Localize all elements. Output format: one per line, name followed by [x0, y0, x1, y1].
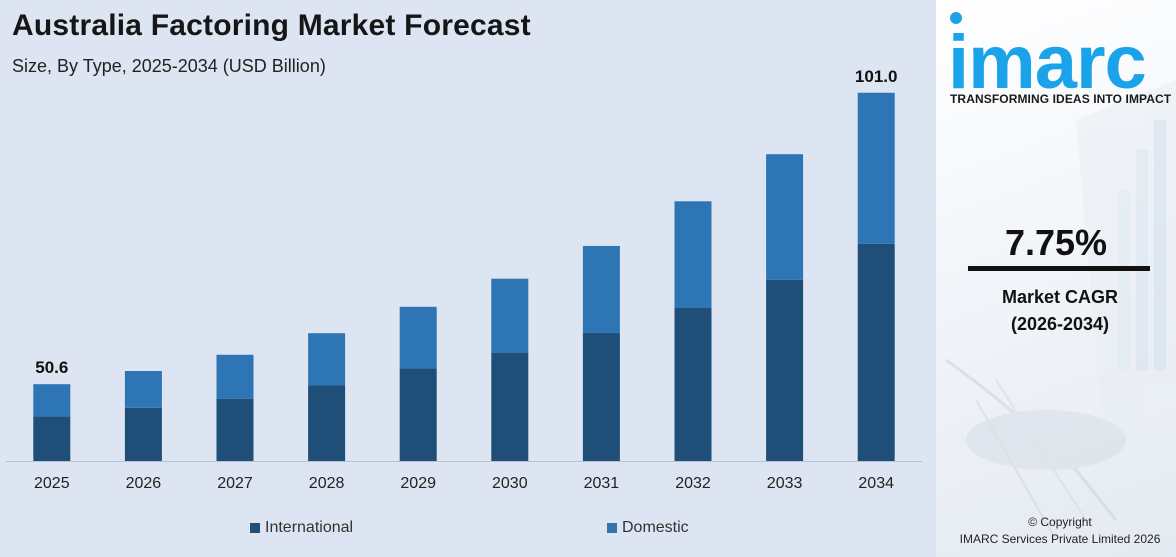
- cagr-label: Market CAGR (2026-2034): [936, 284, 1176, 338]
- legend-label-domestic: Domestic: [622, 519, 689, 536]
- x-tick-label-2026: 2026: [126, 475, 162, 492]
- x-tick-label-2034: 2034: [858, 475, 894, 492]
- cagr-label-line2: (2026-2034): [1010, 314, 1110, 334]
- x-tick-label-2032: 2032: [675, 475, 711, 492]
- bar-international-2033: [766, 279, 804, 461]
- bar-domestic-2033: [766, 154, 804, 280]
- bar-domestic-2029: [399, 306, 437, 369]
- x-tick-label-2033: 2033: [767, 475, 803, 492]
- x-tick-label-2029: 2029: [400, 475, 436, 492]
- copyright: © Copyright IMARC Services Private Limit…: [936, 514, 1176, 548]
- chart-panel: Australia Factoring Market Forecast Size…: [0, 0, 936, 557]
- brand-tagline: TRANSFORMING IDEAS INTO IMPACT: [950, 92, 1172, 106]
- stacked-bar-chart: 2025 2026 2027 2028 2029 2030 2031 2032 2033 2034…: [6, 67, 922, 492]
- legend-swatch-domestic: [607, 523, 617, 533]
- legend-item-international: International: [250, 519, 353, 537]
- copyright-line1: © Copyright: [1028, 515, 1092, 529]
- x-tick-label-2030: 2030: [492, 475, 528, 492]
- bar-international-2029: [399, 368, 437, 461]
- chart-subtitle: Size, By Type, 2025-2034 (USD Billion): [12, 56, 326, 76]
- bar-domestic-2026: [124, 371, 162, 408]
- side-panel: imarc TRANSFORMING IDEAS INTO IMPACT 7.7…: [936, 0, 1176, 557]
- decorative-background-chart-image: [945, 80, 1176, 541]
- legend-label-international: International: [265, 519, 354, 536]
- legend-swatch-international: [250, 523, 260, 533]
- bar-international-2027: [216, 398, 254, 461]
- bar-domestic-2034: [857, 92, 895, 244]
- bar-international-2031: [582, 333, 620, 461]
- imarc-logo: imarc: [948, 12, 1147, 96]
- x-tick-label-2025: 2025: [34, 475, 70, 492]
- bar-international-2030: [491, 352, 529, 461]
- svg-text:imarc: imarc: [948, 20, 1146, 96]
- bar-domestic-2032: [674, 201, 712, 308]
- bar-international-2025: [33, 416, 71, 461]
- x-tick-label-2031: 2031: [584, 475, 620, 492]
- bar-international-2032: [674, 307, 712, 461]
- x-tick-label-2028: 2028: [309, 475, 345, 492]
- bar-international-2028: [308, 385, 346, 461]
- cagr-divider: [968, 266, 1150, 271]
- cagr-label-line1: Market CAGR: [1001, 287, 1119, 307]
- cagr-value: 7.75%: [1004, 222, 1108, 263]
- bar-international-2034: [857, 243, 895, 461]
- data-label-2034: 101.0: [855, 67, 898, 86]
- x-tick-label-2027: 2027: [217, 475, 253, 492]
- chart-title: Australia Factoring Market Forecast: [12, 9, 531, 42]
- bar-domestic-2027: [216, 354, 254, 399]
- bar-international-2026: [124, 407, 162, 461]
- bar-domestic-2025: [33, 384, 71, 417]
- copyright-line2: IMARC Services Private Limited 2026: [959, 532, 1161, 546]
- data-label-2025: 50.6: [35, 358, 68, 377]
- bar-domestic-2031: [582, 245, 620, 334]
- bar-domestic-2030: [491, 278, 529, 353]
- bar-domestic-2028: [308, 333, 346, 386]
- legend-item-domestic: Domestic: [607, 519, 689, 537]
